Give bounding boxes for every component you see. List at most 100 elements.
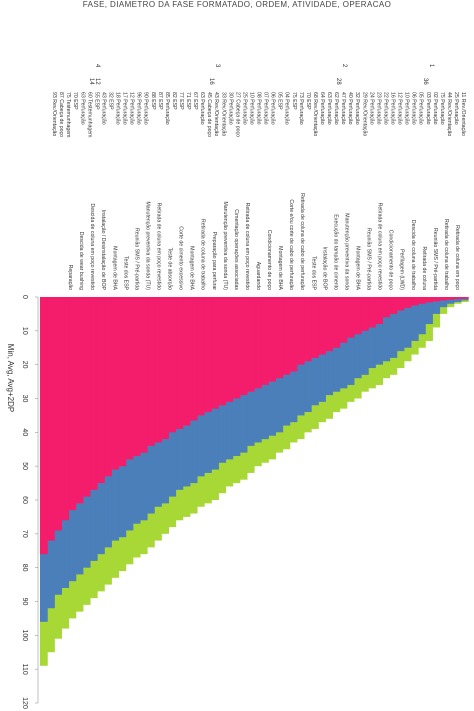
area-step-min — [261, 297, 269, 385]
area-step-min — [54, 297, 62, 531]
operation-label: 04 Perfuração — [284, 92, 290, 125]
area-step-min — [432, 297, 441, 302]
activity-label: Reparação — [67, 265, 73, 290]
operation-label: 77 ESP — [178, 92, 184, 110]
area-step-min — [89, 297, 98, 490]
operation-label: 64 Perfuração — [319, 92, 325, 125]
activity-label: Condicionamento de poço — [266, 230, 272, 290]
operation-label: 90 Perfuração — [143, 92, 149, 125]
value-tick-label: 50 — [21, 462, 28, 470]
area-step-min — [168, 297, 177, 433]
area-step-avg — [432, 297, 441, 314]
activity-labels: Retirada de coluna em poço Retirada de co… — [67, 193, 460, 290]
area-step-min — [361, 297, 369, 331]
operation-label: 67 ESP — [192, 92, 198, 110]
value-tick-label: 20 — [21, 361, 28, 369]
area-step-min — [189, 297, 198, 421]
area-step-min — [147, 297, 155, 446]
operation-label: 85 Perfuração — [164, 92, 170, 125]
activity-label: Retirada de coluna de trabalho — [443, 219, 449, 290]
value-tick-label: 110 — [21, 664, 28, 675]
operation-label: 87 ESP — [157, 92, 163, 110]
value-tick-label: 100 — [21, 629, 28, 641]
area-step-min — [104, 297, 112, 477]
activity-label: Instalação de BOP — [321, 247, 327, 291]
activity-label: Montagem de BHA — [355, 246, 361, 290]
area-step-min — [325, 297, 334, 352]
activity-label: Execução do tampão de cimento — [332, 214, 338, 290]
group-label: 4 — [94, 64, 100, 68]
area-step-min — [132, 297, 141, 457]
area-step-min — [410, 297, 419, 306]
operation-label: 87 Cabeça de poço — [58, 92, 64, 137]
area-step-min — [196, 297, 205, 416]
value-axis-title: Min, Avg, Avg+2DP — [6, 344, 15, 412]
area-step-avg — [425, 297, 433, 325]
area-step-avg — [446, 297, 455, 304]
operation-label: 33 Rev./Orientação — [220, 92, 226, 136]
value-tick-label: 40 — [21, 428, 28, 436]
area-step-min — [268, 297, 276, 382]
area-step-avg — [375, 297, 383, 365]
group-label: 3 — [214, 64, 220, 68]
area-step-min — [425, 297, 433, 303]
activity-label: Reunião SMS / Pré-partida — [133, 228, 139, 290]
area-step-avg — [410, 297, 419, 341]
area-step-avg — [368, 297, 376, 369]
area-step-min — [296, 297, 305, 365]
activity-label: Retirada de coluna de trabalho — [200, 219, 206, 290]
area-step-min — [61, 297, 70, 521]
operation-label: 25 Perfuração — [241, 92, 247, 125]
area-step-min — [218, 297, 227, 406]
operation-label: 18 Perfuração — [115, 92, 121, 125]
area-step-avg — [361, 297, 369, 375]
operation-label: 75 Testemunhagem — [65, 92, 71, 137]
area-step-avg — [389, 297, 398, 358]
value-tick-label: 30 — [21, 395, 28, 403]
value-tick-label: 90 — [21, 598, 28, 606]
area-step-min — [460, 297, 469, 299]
operation-label: 43 Rev./Orientação — [213, 92, 219, 136]
area-step-min — [225, 297, 234, 402]
operation-label: 63 Perfuração — [326, 92, 332, 125]
operation-label: 05 ESP — [277, 92, 283, 110]
area-step-min — [375, 297, 383, 325]
operation-label: 02 Perfuração — [432, 92, 438, 125]
activity-label: Retirada de coluna em poço revestido — [377, 203, 383, 290]
operation-label: 12 Perfuração — [397, 92, 403, 125]
activity-label: Montagem de BHA — [277, 246, 283, 290]
area-step-avg — [396, 297, 405, 352]
activity-label: Reunião SMS / Pré-partida — [366, 228, 372, 290]
operation-label: 43 Perfuração — [100, 92, 106, 125]
operation-label: 05 Perfuração — [418, 92, 424, 125]
area-step-min — [389, 297, 398, 314]
value-tick-label: 80 — [21, 564, 28, 572]
operation-label: 17 Perfuração — [122, 92, 128, 125]
value-tick-label: 120 — [21, 697, 28, 709]
area-step-min — [346, 297, 355, 338]
operation-label: 29 Rev./Orientação — [361, 92, 367, 136]
group-label: 1 — [428, 64, 434, 68]
activity-label: Corte de cimento excessivo — [178, 226, 184, 290]
activity-label: Descida de coluna em poço revestido — [89, 203, 95, 290]
area-step-avg — [418, 297, 426, 335]
operation-label: 12 Perfuração — [129, 92, 135, 125]
header-title: FASE, DIAMETRO DA FASE FORMATADO, ORDEM,… — [82, 0, 392, 9]
area-step-avg — [353, 297, 362, 379]
operation-label: 08 Perfuração — [256, 92, 262, 125]
area-step-avg — [453, 297, 462, 303]
activity-label: Reunião SMS / Pré-partida — [432, 228, 438, 290]
area-step-min — [339, 297, 348, 343]
area-step-min — [68, 297, 77, 511]
operation-label: 16 Perfuração — [389, 92, 395, 125]
activity-label: Retirada de coluna em poço revestido — [244, 203, 250, 290]
operation-label: 07 Perfuração — [263, 92, 269, 125]
operation-label: 32 ESP — [107, 92, 113, 110]
activity-label: Retirada de coluna em poço revestido — [156, 203, 162, 290]
operation-label: 06 Perfuração — [411, 92, 417, 125]
area-step-min — [439, 297, 448, 301]
area-step-min — [382, 297, 391, 318]
group-sublabel: 36 — [422, 78, 428, 85]
operation-label: 55 ESP — [93, 92, 99, 110]
